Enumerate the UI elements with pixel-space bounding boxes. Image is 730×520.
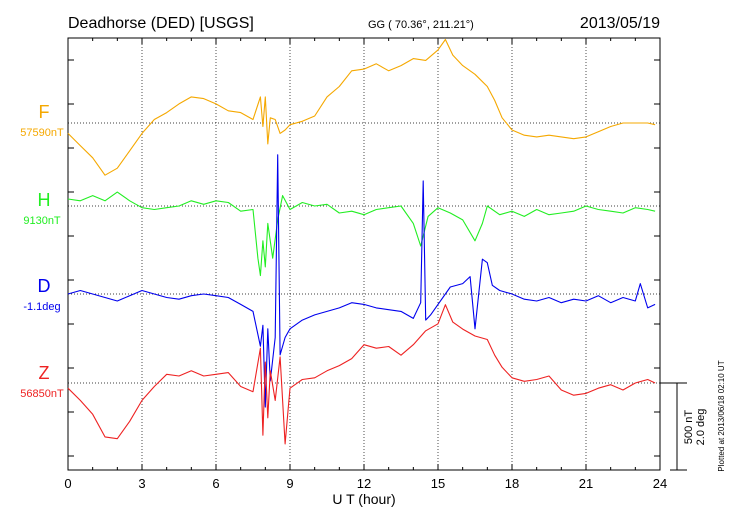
series-baseline-h: 9130nT (23, 215, 61, 227)
x-tick-label: 6 (212, 476, 219, 491)
series-line-h (67, 191, 656, 277)
scale-bar-deg-label: 2.0 deg (695, 409, 707, 446)
series-line-d (67, 154, 656, 408)
series-baseline-z: 56850nT (20, 388, 64, 400)
date-label: 2013/05/19 (580, 15, 660, 32)
series-line-z (67, 304, 656, 445)
x-tick-label: 0 (64, 476, 71, 491)
series-labels: F 57590nT H 9130nT D -1.1deg Z 56850nT (20, 102, 64, 400)
series-name-f: F (39, 102, 50, 122)
geographic-coords: GG ( 70.36°, 211.21°) (368, 19, 474, 31)
x-tick-label: 21 (579, 476, 593, 491)
station-title: Deadhorse (DED) [USGS] (68, 15, 254, 32)
series-line-f (67, 38, 656, 176)
series-group (67, 38, 656, 445)
plotted-at-note: Plotted at 2013/06/18 02:10 UT (717, 360, 726, 471)
x-tick-label: 3 (138, 476, 145, 491)
series-baseline-d: -1.1deg (23, 301, 60, 313)
x-axis-title: U T (hour) (332, 491, 395, 507)
x-tick-label: 12 (357, 476, 371, 491)
axis-ticks: 0 3 6 9 12 15 18 21 24 (64, 38, 667, 491)
series-name-h: H (38, 190, 51, 210)
series-baseline-f: 57590nT (20, 127, 64, 139)
x-tick-label: 9 (286, 476, 293, 491)
x-tick-label: 18 (505, 476, 519, 491)
scale-bar-nt-label: 500 nT (683, 410, 695, 445)
series-name-d: D (38, 276, 51, 296)
x-tick-label: 15 (431, 476, 445, 491)
series-name-z: Z (39, 363, 50, 383)
x-tick-label: 24 (653, 476, 667, 491)
grid (68, 38, 660, 470)
